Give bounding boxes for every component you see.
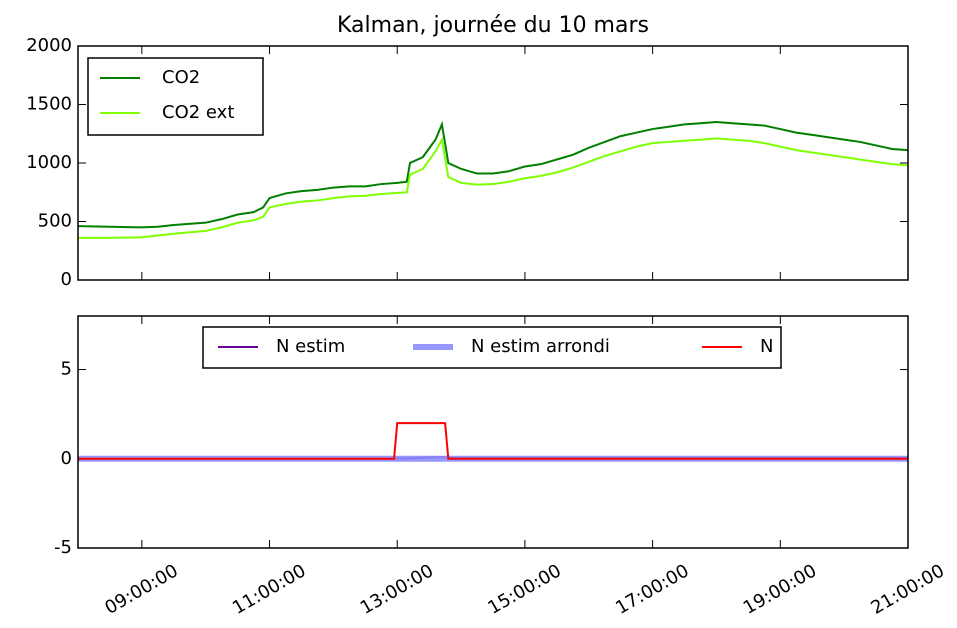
y-tick-label: 0 [61, 269, 72, 290]
x-tick-label: 09:00:00 [101, 560, 182, 619]
series-line [78, 136, 908, 239]
y-tick-label: 2000 [26, 35, 72, 56]
series-line [78, 422, 908, 460]
y-tick-label: 1000 [26, 152, 72, 173]
y-tick-label: 500 [38, 211, 72, 232]
axes-frame [77, 45, 909, 281]
y-tick-label: 1500 [26, 94, 72, 115]
x-tick-label: 13:00:00 [357, 560, 438, 619]
legend-label: CO2 [162, 67, 200, 88]
x-tick-label: 11:00:00 [229, 560, 310, 619]
title: Kalman, journée du 10 mars [337, 13, 649, 38]
x-tick-label: 15:00:00 [484, 560, 565, 619]
legend-label: CO2 ext [162, 102, 234, 123]
legend-box [202, 326, 782, 369]
x-tick-label: 19:00:00 [740, 560, 821, 619]
legend-label: N estim [276, 336, 345, 357]
legend-label: N [760, 336, 773, 357]
legend-box [87, 57, 264, 136]
x-tick-label: 17:00:00 [612, 560, 693, 619]
y-tick-label: -5 [54, 537, 72, 558]
axes-frame [77, 315, 909, 549]
series-line [78, 120, 908, 229]
y-tick-label: 0 [61, 448, 72, 469]
legend-label: N estim arrondi [471, 336, 610, 357]
x-tick-label: 21:00:00 [867, 560, 948, 619]
y-tick-label: 5 [61, 359, 72, 380]
